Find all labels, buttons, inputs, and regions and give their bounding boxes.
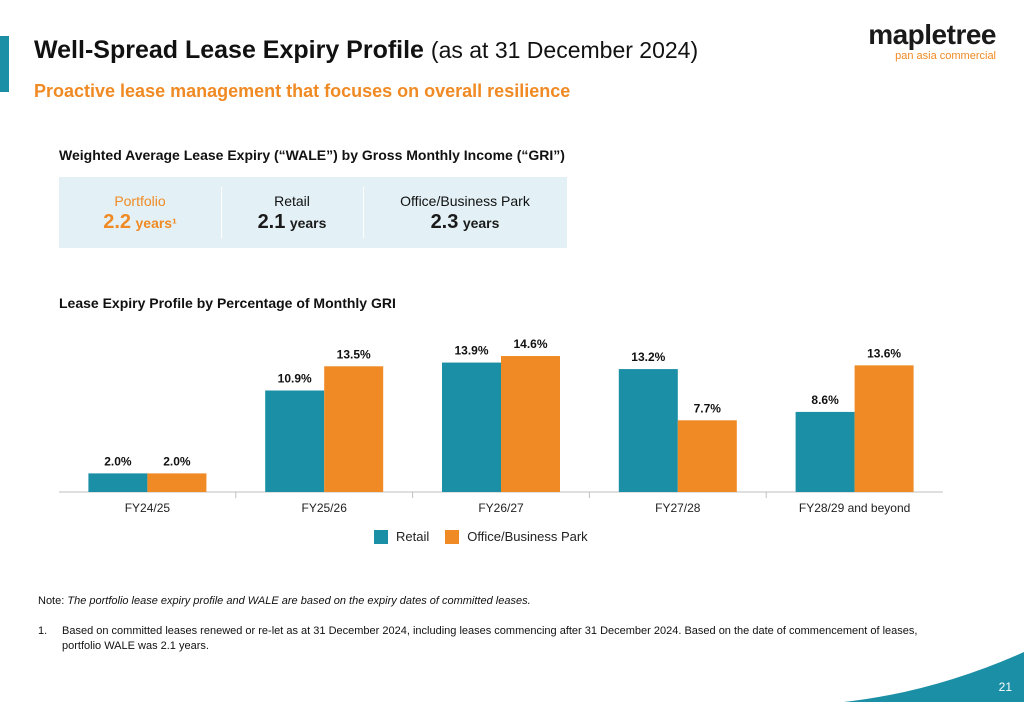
bar-retail-2	[442, 362, 501, 492]
wale-unit-portfolio: years¹	[135, 215, 177, 231]
x-tick-label-2: FY26/27	[478, 501, 524, 515]
wale-summary-box: Portfolio 2.2 years¹ Retail 2.1 years Of…	[59, 177, 567, 248]
data-label-office-0: 2.0%	[163, 454, 191, 468]
legend-swatch-office	[445, 529, 460, 544]
data-label-office-4: 13.6%	[867, 346, 901, 360]
lease-expiry-bar-chart: 2.0% 2.0% FY24/25 10.9% 13.5% FY25/26 13.9% 14.…	[59, 337, 943, 515]
data-label-office-1: 13.5%	[337, 347, 371, 361]
page-number: 21	[998, 680, 1012, 694]
footnote: 1. Based on committed leases renewed or …	[38, 624, 958, 654]
bar-retail-1	[265, 390, 325, 492]
wale-cell-office: Office/Business Park 2.3 years	[363, 177, 567, 248]
data-label-retail-2: 13.9%	[454, 344, 488, 358]
data-label-retail-1: 10.9%	[278, 371, 312, 385]
x-tick-label-0: FY24/25	[125, 501, 171, 515]
x-tick-label-1: FY25/26	[302, 501, 348, 515]
note: Note: The portfolio lease expiry profile…	[38, 595, 531, 607]
bar-office-2	[501, 356, 560, 492]
bar-office-0	[147, 473, 207, 492]
x-tick-label-3: FY27/28	[655, 501, 701, 515]
mapletree-logo: mapletree pan asia commercial	[868, 19, 996, 63]
logo-word: mapletree	[868, 19, 996, 50]
x-tick-label-4: FY28/29 and beyond	[799, 501, 910, 515]
wale-value-retail: 2.1	[257, 211, 286, 233]
wale-cell-portfolio: Portfolio 2.2 years¹	[59, 177, 221, 248]
footnote-number: 1.	[38, 625, 48, 637]
legend-label-office: Office/Business Park	[467, 529, 588, 544]
left-accent-bar	[0, 36, 9, 92]
bar-office-1	[324, 366, 384, 492]
data-label-retail-4: 8.6%	[811, 393, 839, 407]
title-main: Well-Spread Lease Expiry Profile	[34, 36, 424, 64]
legend-swatch-retail	[374, 529, 388, 544]
legend-item-retail: Retail	[374, 529, 429, 544]
data-label-retail-3: 13.2%	[631, 350, 665, 364]
wale-unit-office: years	[462, 215, 500, 231]
wale-value-portfolio: 2.2	[103, 211, 132, 233]
wale-label-retail: Retail	[274, 193, 310, 209]
data-label-office-2: 14.6%	[513, 337, 547, 351]
data-label-office-3: 7.7%	[694, 401, 722, 415]
wale-label-portfolio: Portfolio	[114, 193, 166, 209]
chart-legend: Retail Office/Business Park	[374, 529, 604, 544]
title-suffix: (as at 31 December 2024)	[430, 37, 699, 63]
note-prefix: Note:	[38, 595, 65, 607]
bar-retail-0	[88, 473, 148, 492]
page-corner-decoration	[844, 652, 1024, 702]
page-subtitle: Proactive lease management that focuses …	[34, 81, 571, 101]
page-title: Well-Spread Lease Expiry Profile (as at …	[34, 36, 698, 65]
wale-unit-retail: years	[289, 215, 327, 231]
footnote-text: Based on committed leases renewed or re-…	[62, 625, 918, 652]
chart-title: Lease Expiry Profile by Percentage of Mo…	[59, 295, 396, 311]
legend-label-retail: Retail	[396, 529, 430, 544]
note-text: The portfolio lease expiry profile and W…	[67, 595, 531, 607]
data-label-retail-0: 2.0%	[104, 454, 132, 468]
wale-heading: Weighted Average Lease Expiry (“WALE”) b…	[59, 147, 565, 163]
bar-retail-4	[795, 411, 855, 492]
wale-label-office: Office/Business Park	[400, 193, 530, 209]
bar-retail-3	[618, 369, 678, 492]
bar-office-4	[854, 365, 914, 492]
bar-office-3	[677, 420, 737, 492]
legend-item-office: Office/Business Park	[445, 529, 588, 544]
logo-tagline: pan asia commercial	[895, 50, 996, 62]
wale-value-office: 2.3	[430, 211, 459, 233]
wale-cell-retail: Retail 2.1 years	[221, 177, 363, 248]
